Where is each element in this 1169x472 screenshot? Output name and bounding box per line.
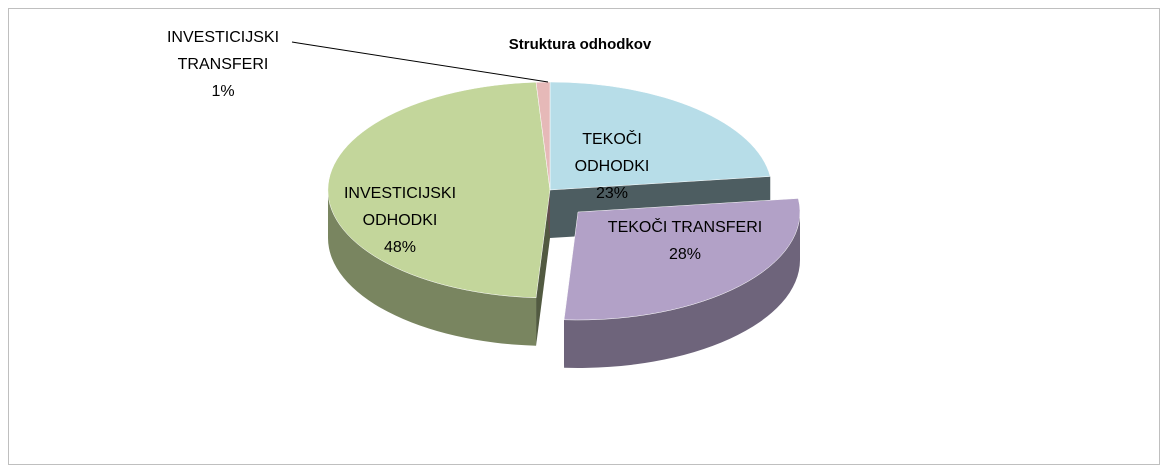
leader-line: [291, 41, 549, 83]
data-label: INVESTICIJSKI TRANSFERI 1%: [163, 24, 283, 105]
slice-wall: [536, 190, 550, 346]
slice-side: [564, 212, 800, 369]
slice-top: [327, 81, 551, 299]
data-label: TEKOČI ODHODKI 23%: [567, 126, 657, 207]
slice-value-label: 23%: [595, 185, 629, 202]
slice-value-label: 48%: [383, 239, 417, 256]
slice-value-label: 1%: [211, 83, 235, 100]
slice-side: [327, 190, 537, 346]
slice-top: [535, 81, 551, 191]
slice-category-label: TEKOČI TRANSFERI: [607, 219, 763, 236]
slice-category-label: INVESTICIJSKI TRANSFERI: [166, 29, 280, 73]
slice-category-label: TEKOČI ODHODKI: [574, 131, 650, 175]
chart-title: Struktura odhodkov: [508, 36, 652, 53]
slice-value-label: 28%: [668, 246, 702, 263]
slice-category-label: INVESTICIJSKI ODHODKI: [343, 185, 457, 229]
pie: [327, 81, 801, 369]
data-label: INVESTICIJSKI ODHODKI 48%: [340, 180, 460, 261]
slice-top: [563, 198, 801, 321]
slice-top: [549, 81, 771, 191]
data-label: TEKOČI TRANSFERI 28%: [575, 214, 795, 268]
